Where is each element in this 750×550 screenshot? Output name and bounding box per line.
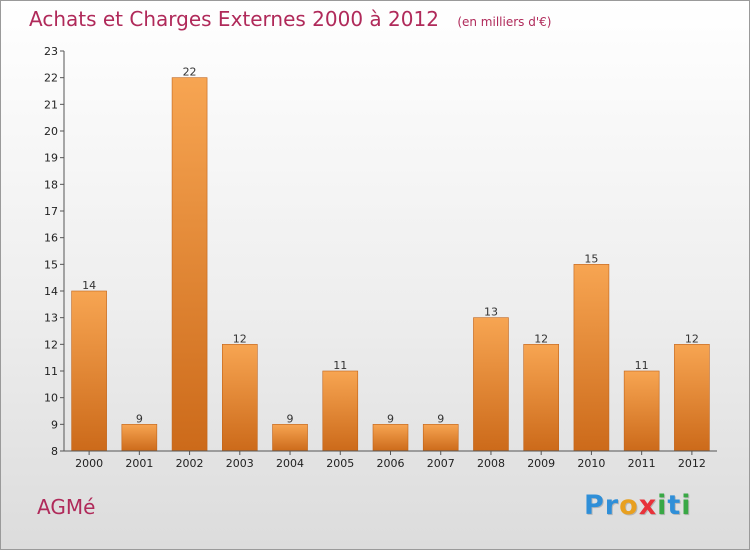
x-tick-label-2000: 2000 xyxy=(75,457,103,470)
y-tick-label: 10 xyxy=(44,392,58,405)
bar-2003[interactable] xyxy=(222,344,258,452)
bar-2011[interactable] xyxy=(623,370,660,452)
bar-2002[interactable] xyxy=(171,77,208,452)
data-label-2009: 12 xyxy=(534,332,548,345)
bar-2004[interactable] xyxy=(272,424,308,452)
logo-letter: x xyxy=(638,490,658,521)
place-name: AGMé xyxy=(37,495,96,519)
bars: 14 9 22 12 9 11 9 9 13 12 15 11 12 xyxy=(71,66,710,452)
data-label-2007: 9 xyxy=(437,412,444,425)
x-tick-label-2010: 2010 xyxy=(577,457,605,470)
data-label-2005: 11 xyxy=(333,359,347,372)
title-text: Achats et Charges Externes 2000 à 2012 xyxy=(29,7,439,31)
unit-text: (en milliers d'€) xyxy=(457,15,552,29)
y-tick-label: 12 xyxy=(44,338,58,351)
bar-2009[interactable] xyxy=(523,344,559,452)
x-tick-label-2007: 2007 xyxy=(427,457,455,470)
bar-2001[interactable] xyxy=(121,424,158,452)
data-label-2010: 15 xyxy=(584,252,598,265)
x-tick-label-2005: 2005 xyxy=(326,457,354,470)
y-tick-label: 11 xyxy=(44,365,58,378)
y-tick-label: 16 xyxy=(44,232,58,245)
logo-letter: t xyxy=(667,490,682,521)
data-label-2008: 13 xyxy=(484,306,498,319)
logo-letter: P xyxy=(584,490,605,521)
data-label-2002: 22 xyxy=(183,66,197,79)
x-tick-label-2001: 2001 xyxy=(125,457,153,470)
y-tick-label: 20 xyxy=(44,125,58,138)
data-label-2012: 12 xyxy=(685,332,699,345)
y-tick-label: 8 xyxy=(51,445,58,458)
x-tick-label-2009: 2009 xyxy=(527,457,555,470)
x-tick-label-2004: 2004 xyxy=(276,457,304,470)
bar-2008[interactable] xyxy=(473,317,509,452)
data-label-2003: 12 xyxy=(233,332,247,345)
proxiti-logo[interactable]: Proxiti xyxy=(584,490,692,521)
y-tick-label: 17 xyxy=(44,205,58,218)
y-axis: 8 9 10 11 12 13 14 15 16 17 18 19 20 21 22 23 xyxy=(44,45,65,458)
bar-2000[interactable] xyxy=(71,290,107,452)
bar-2007[interactable] xyxy=(422,424,459,452)
data-label-2006: 9 xyxy=(387,412,394,425)
y-tick-label: 18 xyxy=(44,178,58,191)
data-label-2000: 14 xyxy=(82,279,96,292)
x-tick-label-2008: 2008 xyxy=(477,457,505,470)
data-label-2011: 11 xyxy=(635,359,649,372)
logo-letter: r xyxy=(604,490,620,521)
logo-letter: i xyxy=(681,490,692,521)
x-axis: 2000 2001 2002 2003 2004 2005 2006 2007 2008 2009… xyxy=(64,450,717,470)
bar-2006[interactable] xyxy=(372,424,409,452)
logo-letter: o xyxy=(619,490,639,521)
data-label-2004: 9 xyxy=(287,412,294,425)
x-tick-label-2003: 2003 xyxy=(226,457,254,470)
y-tick-label: 13 xyxy=(44,312,58,325)
data-label-2001: 9 xyxy=(136,412,143,425)
chart-title: Achats et Charges Externes 2000 à 2012 (… xyxy=(29,7,551,31)
y-tick-label: 19 xyxy=(44,152,58,165)
y-tick-label: 9 xyxy=(51,418,58,431)
bar-2010[interactable] xyxy=(573,264,610,452)
y-tick-label: 22 xyxy=(44,72,58,85)
bar-2012[interactable] xyxy=(674,344,710,452)
y-tick-label: 14 xyxy=(44,285,58,298)
x-tick-label-2002: 2002 xyxy=(176,457,204,470)
y-tick-label: 23 xyxy=(44,45,58,58)
x-tick-label-2011: 2011 xyxy=(628,457,656,470)
x-tick-label-2012: 2012 xyxy=(678,457,706,470)
bar-2005[interactable] xyxy=(322,370,359,452)
y-tick-label: 21 xyxy=(44,98,58,111)
x-tick-label-2006: 2006 xyxy=(377,457,405,470)
y-tick-label: 15 xyxy=(44,258,58,271)
logo-letter: i xyxy=(657,490,668,521)
